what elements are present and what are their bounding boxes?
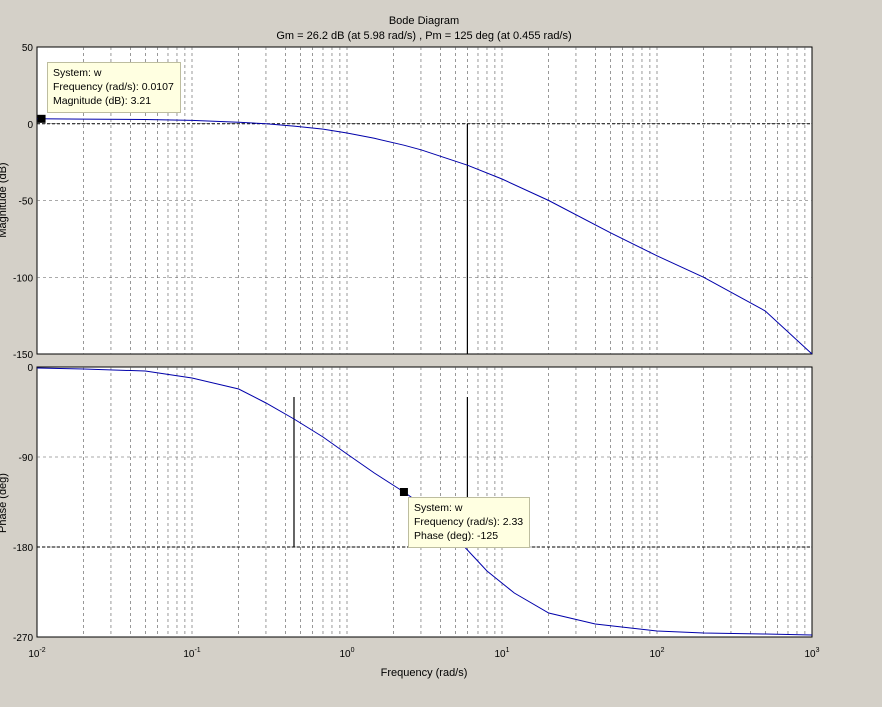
datatip-system: System: w [53,67,102,79]
x-tick-label: 103 [804,647,819,660]
magnitude-series-line [36,118,813,355]
chart-title: Bode Diagram [389,15,459,27]
y-tick-label: 0 [27,363,33,374]
y-tick-label: -50 [19,197,34,208]
x-tick-label: 101 [494,647,509,660]
y-tick-label: -180 [13,543,33,554]
magnitude-datatip[interactable]: System: w Frequency (rad/s): 0.0107 Magn… [47,62,181,113]
y-tick-label: 50 [22,43,34,54]
y-tick-label: -270 [13,633,33,644]
y-tick-label: -100 [13,273,33,284]
datatip-marker [37,114,46,123]
datatip-frequency: Frequency (rad/s): 0.0107 [53,81,174,93]
x-tick-label: 102 [649,647,664,660]
phase-axis-label: Phase (deg) [0,473,9,533]
datatip-marker [399,488,408,496]
y-tick-label: -150 [13,350,33,361]
datatip-system: System: w [414,502,463,514]
datatip-value: Magnitude (dB): 3.21 [53,95,152,107]
x-tick-label: 100 [339,647,354,660]
datatip-value: Phase (deg): -125 [414,530,499,542]
datatip-frequency: Frequency (rad/s): 2.33 [414,516,524,528]
y-tick-label: -90 [19,453,34,464]
phase-datatip[interactable]: System: w Frequency (rad/s): 2.33 Phase … [408,497,531,548]
x-axis-label: Frequency (rad/s) [381,667,468,679]
y-tick-label: 0 [27,120,33,131]
magnitude-axis-label: Magnitude (dB) [0,162,9,237]
x-tick-label: 10-2 [28,647,45,660]
x-tick-label: 10-1 [183,647,200,660]
chart-subtitle: Gm = 26.2 dB (at 5.98 rad/s) , Pm = 125 … [276,30,571,42]
